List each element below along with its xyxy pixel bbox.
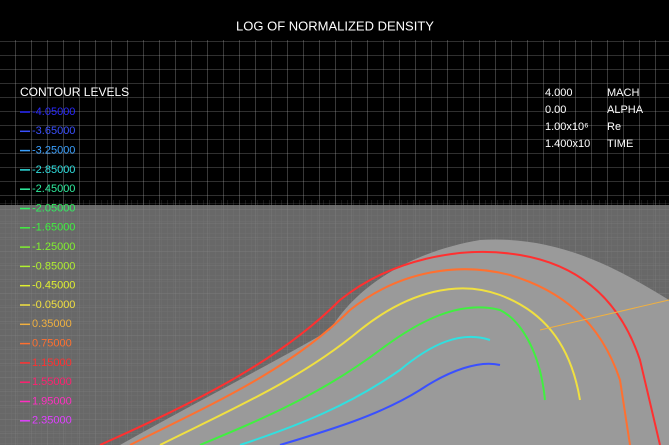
contour-line bbox=[129, 268, 631, 445]
parameter-value: 4.000 bbox=[545, 87, 573, 99]
contour-line bbox=[239, 335, 491, 445]
parameter-label: MACH bbox=[607, 87, 639, 99]
legend-level: -0.05000 bbox=[32, 299, 75, 311]
legend-level: -2.05000 bbox=[32, 202, 75, 214]
contour-line bbox=[159, 287, 581, 445]
parameter-value: 1.00x10⁶ bbox=[545, 121, 589, 133]
contour-line bbox=[99, 251, 661, 445]
legend-level: 0.75000 bbox=[32, 338, 72, 350]
parameter-label: ALPHA bbox=[607, 104, 644, 116]
legend-level: -2.85000 bbox=[32, 164, 75, 176]
legend-level: -0.85000 bbox=[32, 260, 75, 272]
legend-level: -3.65000 bbox=[32, 125, 75, 137]
contour-line bbox=[279, 362, 501, 445]
contour-line bbox=[199, 306, 546, 445]
legend-level: -1.25000 bbox=[32, 241, 75, 253]
parameter-label: Re bbox=[607, 121, 621, 133]
legend-level: 1.55000 bbox=[32, 376, 72, 388]
title-bar bbox=[0, 0, 669, 40]
legend-level: -4.05000 bbox=[32, 106, 75, 118]
parameter-label: TIME bbox=[607, 138, 633, 150]
legend-level: -1.65000 bbox=[32, 222, 75, 234]
parameter-value: 1.400x10 bbox=[545, 138, 590, 150]
legend-level: -0.45000 bbox=[32, 280, 75, 292]
contours bbox=[99, 251, 669, 445]
title: LOG OF NORMALIZED DENSITY bbox=[236, 18, 434, 33]
shock-layer bbox=[120, 239, 669, 445]
legend-level: -2.45000 bbox=[32, 183, 75, 195]
legend-title: CONTOUR LEVELS bbox=[20, 85, 129, 99]
legend-level: 0.35000 bbox=[32, 318, 72, 330]
legend-level: 1.15000 bbox=[32, 357, 72, 369]
legend-level: 2.35000 bbox=[32, 415, 72, 427]
legend-level: 1.95000 bbox=[32, 395, 72, 407]
parameter-value: 0.00 bbox=[545, 104, 566, 116]
body-line bbox=[539, 299, 669, 331]
legend-level: -3.25000 bbox=[32, 145, 75, 157]
